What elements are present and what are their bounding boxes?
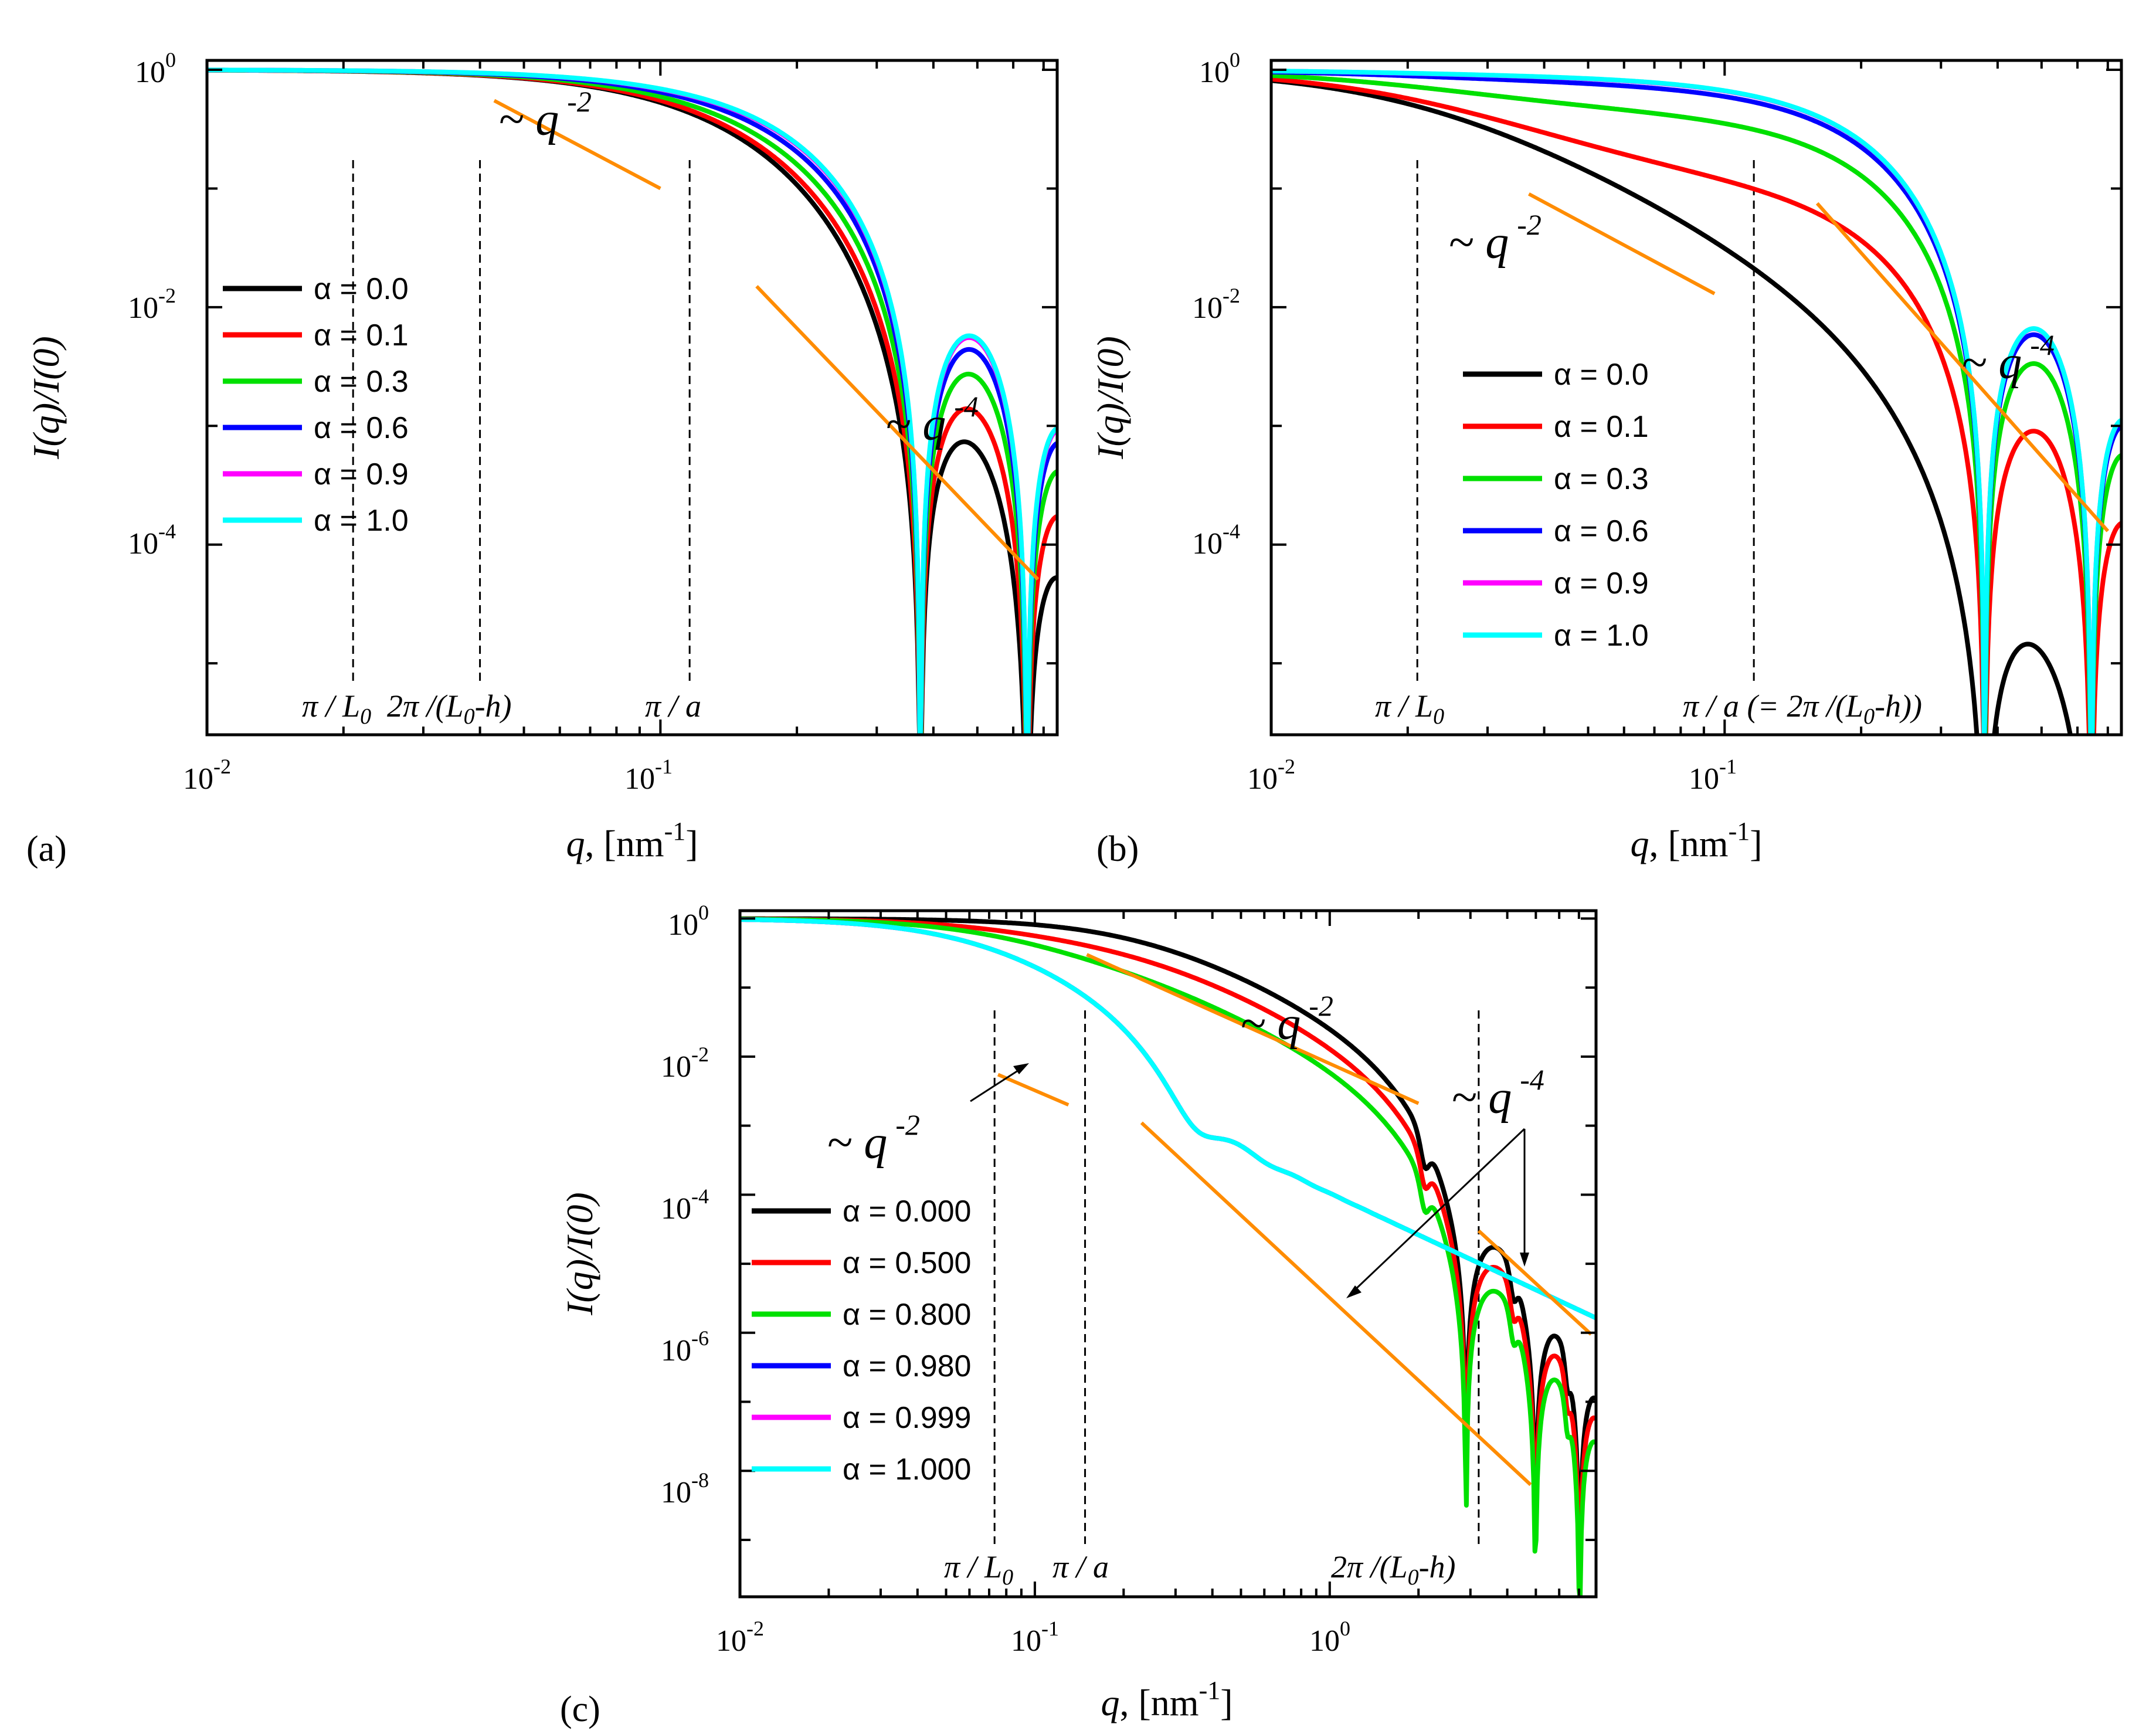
- legend-entry: α = 0.0: [314, 272, 409, 306]
- x-tick-label: 10-1: [1011, 1617, 1059, 1658]
- plot-frame: [1271, 60, 2121, 735]
- vline-label: π / a: [645, 688, 701, 724]
- guide-label: ~ q -2: [1448, 208, 1542, 269]
- figure: 100 10-2 10-4 10-2 10-1 q, [nm-1] I(q)/I…: [0, 0, 2156, 1734]
- x-tick-label: 10-1: [624, 755, 673, 796]
- vline-label: π / L0: [302, 688, 371, 729]
- legend-entry: α = 1.0: [1554, 619, 1649, 653]
- plot-area: [1271, 71, 2121, 758]
- y-axis-title: I(q)/I(0): [1089, 336, 1131, 460]
- vline-label: π / a (= 2π /(L0-h)): [1683, 688, 1922, 729]
- guide-line: [1479, 1231, 1591, 1335]
- y-tick-labels: 100 10-2 10-4: [1192, 48, 1240, 561]
- legend-entry: α = 0.6: [1554, 514, 1649, 548]
- x-axis-title: q, [nm-1]: [1630, 817, 1762, 864]
- panel-c: 100 10-2 10-4 10-6 10-8 10-2 10-1 100 q,…: [559, 901, 1596, 1729]
- annotations: ~ q -2 ~ q -2 ~ q -4 π / L0 π / a 2π /(L0-h…: [827, 989, 1544, 1590]
- y-tick-label: 10-6: [661, 1326, 709, 1367]
- guide-label: ~ q -4: [1451, 1063, 1544, 1124]
- y-tick-label: 100: [1199, 48, 1240, 89]
- y-tick-labels: 100 10-2 10-4 10-6 10-8: [661, 901, 709, 1509]
- panel-label: (a): [26, 829, 67, 869]
- legend: α = 0.000 α = 0.500 α = 0.800 α = 0.980 …: [752, 1195, 971, 1487]
- y-axis-title: I(q)/I(0): [25, 336, 67, 460]
- panel-b: 100 10-2 10-4 10-2 10-1 q, [nm-1] I(q)/I…: [1089, 48, 2121, 869]
- x-tick-label: 10-1: [1689, 755, 1737, 796]
- legend-entry: α = 0.3: [1554, 462, 1649, 496]
- series-line: [1271, 79, 2121, 758]
- y-tick-label: 100: [135, 48, 176, 89]
- panel-label: (c): [560, 1689, 600, 1729]
- x-tick-labels: 10-2 10-1: [1247, 755, 1737, 796]
- guide-label: ~ q -2: [498, 85, 592, 145]
- legend: α = 0.0 α = 0.1 α = 0.3 α = 0.6 α = 0.9 …: [1463, 358, 1649, 653]
- legend-entry: α = 1.000: [843, 1453, 971, 1487]
- guide-line: [1529, 194, 1714, 294]
- legend: α = 0.0 α = 0.1 α = 0.3 α = 0.6 α = 0.9 …: [223, 272, 409, 538]
- x-axis-title: q, [nm-1]: [566, 817, 698, 864]
- legend-entry: α = 0.500: [843, 1246, 971, 1280]
- y-tick-label: 10-2: [661, 1043, 709, 1084]
- y-tick-label: 10-2: [1192, 284, 1240, 325]
- legend-entry: α = 0.800: [843, 1298, 971, 1332]
- legend-entry: α = 0.980: [843, 1349, 971, 1383]
- x-tick-label: 100: [1309, 1617, 1350, 1658]
- x-tick-label: 10-2: [183, 755, 231, 796]
- annotation-arrow: [970, 1067, 1023, 1101]
- x-tick-label: 10-2: [1247, 755, 1295, 796]
- vline-label: π / L0: [944, 1549, 1013, 1590]
- y-tick-labels: 100 10-2 10-4: [128, 48, 176, 561]
- axis-ticks: [1271, 60, 2121, 735]
- x-tick-label: 10-2: [716, 1617, 764, 1658]
- guide-line: [998, 1074, 1068, 1105]
- panel-label: (b): [1096, 829, 1139, 869]
- y-axis-title: I(q)/I(0): [559, 1192, 600, 1316]
- legend-entry: α = 0.6: [314, 411, 409, 445]
- legend-entry: α = 0.9: [314, 457, 409, 491]
- guide-label: ~ q -4: [1961, 328, 2055, 389]
- legend-entry: α = 0.000: [843, 1195, 971, 1229]
- legend-entry: α = 0.9: [1554, 566, 1649, 600]
- legend-entry: α = 0.999: [843, 1401, 971, 1435]
- vline-label: 2π /(L0-h): [1331, 1549, 1456, 1590]
- arrow-head: [1520, 1253, 1529, 1267]
- legend-entry: α = 1.0: [314, 504, 409, 538]
- annotations: ~ q -2 ~ q -4 π / L0 2π /(L0-h) π / a: [302, 85, 979, 729]
- legend-entry: α = 0.0: [1554, 358, 1649, 392]
- y-tick-label: 100: [668, 901, 709, 942]
- x-tick-labels: 10-2 10-1 100: [716, 1617, 1350, 1658]
- vline-label: π / L0: [1375, 688, 1444, 729]
- panel-a: 100 10-2 10-4 10-2 10-1 q, [nm-1] I(q)/I…: [25, 48, 1057, 869]
- x-tick-labels: 10-2 10-1: [183, 755, 673, 796]
- vline-label: 2π /(L0-h): [387, 688, 512, 729]
- legend-entry: α = 0.1: [314, 318, 409, 352]
- x-axis-title: q, [nm-1]: [1101, 1676, 1233, 1723]
- guide-label: ~ q -2: [827, 1108, 920, 1169]
- arrow-head: [1346, 1285, 1361, 1298]
- legend-entry: α = 0.3: [314, 365, 409, 399]
- y-tick-label: 10-4: [1192, 520, 1240, 561]
- series-line: [1271, 76, 2121, 758]
- y-tick-label: 10-2: [128, 284, 176, 325]
- legend-entry: α = 0.1: [1554, 410, 1649, 444]
- series-line: [1271, 80, 2121, 758]
- y-tick-label: 10-4: [661, 1185, 709, 1226]
- y-tick-label: 10-8: [661, 1468, 709, 1509]
- y-tick-label: 10-4: [128, 520, 176, 561]
- vline-label: π / a: [1052, 1549, 1109, 1584]
